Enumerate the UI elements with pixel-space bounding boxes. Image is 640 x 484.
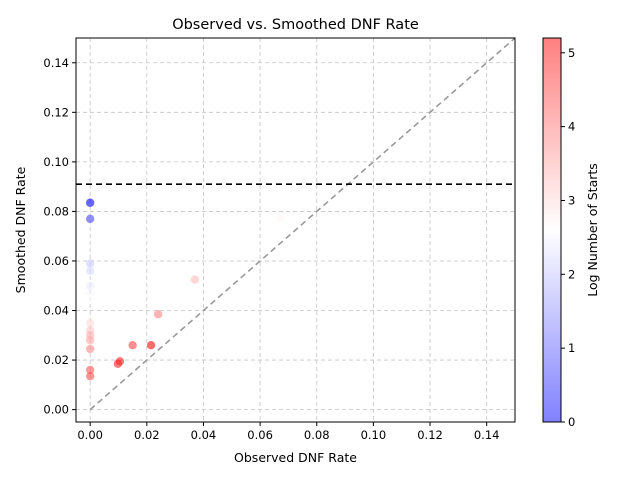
x-tick-label: 0.08 (304, 428, 330, 442)
colorbar-tick-label: 0 (568, 415, 575, 429)
colorbar-tick-label: 3 (568, 193, 575, 207)
x-tick-label: 0.12 (417, 428, 443, 442)
y-axis-ticks: 0.00 0.02 0.04 0.06 0.08 0.10 0.12 0.14 (43, 56, 76, 417)
x-tick-label: 0.02 (134, 428, 160, 442)
y-tick-label: 0.00 (43, 403, 69, 417)
data-point (85, 266, 95, 276)
data-point (85, 344, 95, 354)
colorbar-ticks: 0 1 2 3 4 5 (561, 46, 575, 429)
data-point (85, 198, 95, 207)
data-point (190, 275, 200, 284)
data-point (85, 293, 95, 303)
y-tick-label: 0.02 (43, 353, 69, 367)
data-point (85, 371, 95, 381)
data-point (153, 310, 163, 319)
colorbar (542, 37, 562, 423)
y-tick-label: 0.08 (43, 204, 69, 218)
data-point (275, 214, 285, 224)
x-axis-label: Observed DNF Rate (234, 450, 357, 465)
identity-line (89, 38, 515, 411)
data-point (85, 259, 95, 268)
data-point (113, 359, 123, 368)
y-tick-label: 0.10 (43, 155, 69, 169)
data-points (85, 198, 285, 381)
data-point (146, 341, 156, 350)
x-tick-label: 0.04 (191, 428, 217, 442)
data-point (85, 365, 95, 375)
x-tick-label: 0.06 (247, 428, 273, 442)
y-tick-label: 0.04 (43, 304, 69, 318)
data-point (85, 318, 95, 328)
x-axis-ticks: 0.00 0.02 0.04 0.06 0.08 0.10 0.12 0.14 (77, 422, 499, 442)
y-tick-label: 0.12 (43, 105, 69, 119)
colorbar-tick-label: 4 (568, 120, 575, 134)
x-tick-label: 0.10 (361, 428, 387, 442)
y-tick-label: 0.14 (43, 56, 69, 70)
reference-lines (76, 38, 515, 411)
chart-title: Observed vs. Smoothed DNF Rate (172, 17, 419, 33)
colorbar-tick-label: 2 (568, 267, 575, 281)
data-point (85, 336, 95, 345)
x-tick-label: 0.00 (77, 428, 103, 442)
grid-lines (76, 38, 515, 422)
colorbar-tick-label: 5 (568, 46, 575, 60)
y-tick-label: 0.06 (43, 254, 69, 268)
colorbar-tick-label: 1 (568, 341, 575, 355)
y-axis-label: Smoothed DNF Rate (13, 166, 28, 293)
x-tick-label: 0.14 (474, 428, 500, 442)
data-point (85, 214, 95, 224)
data-point (128, 341, 137, 350)
colorbar-label: Log Number of Starts (585, 163, 600, 297)
plot-area-frame (75, 37, 516, 423)
data-point (85, 281, 95, 290)
